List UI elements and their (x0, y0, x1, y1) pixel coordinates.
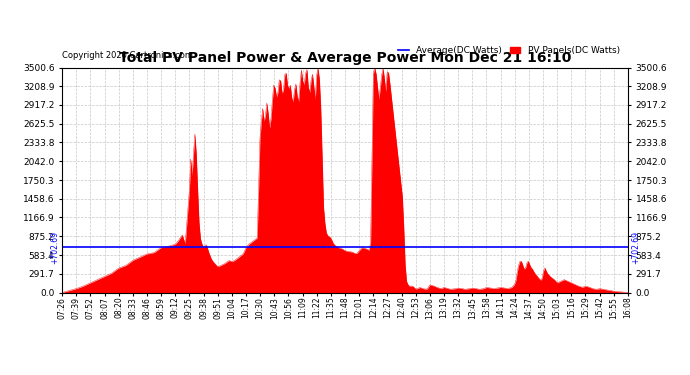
Text: Copyright 2020 Cartronics.com: Copyright 2020 Cartronics.com (62, 51, 193, 60)
Legend: Average(DC Watts), PV Panels(DC Watts): Average(DC Watts), PV Panels(DC Watts) (395, 43, 623, 59)
Text: +702.69: +702.69 (50, 231, 59, 264)
Text: +702.69: +702.69 (631, 231, 640, 264)
Title: Total PV Panel Power & Average Power Mon Dec 21 16:10: Total PV Panel Power & Average Power Mon… (119, 51, 571, 65)
